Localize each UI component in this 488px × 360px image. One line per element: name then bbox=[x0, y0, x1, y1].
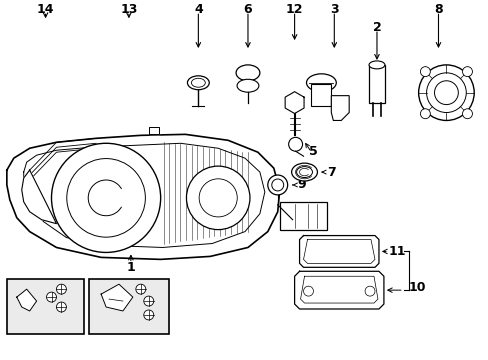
Text: 11: 11 bbox=[388, 245, 406, 258]
Ellipse shape bbox=[267, 175, 287, 195]
Circle shape bbox=[462, 67, 471, 77]
Bar bbox=[7, 279, 84, 334]
Ellipse shape bbox=[237, 79, 258, 92]
Polygon shape bbox=[331, 96, 348, 121]
Text: 7: 7 bbox=[326, 166, 335, 179]
Circle shape bbox=[67, 158, 145, 237]
Ellipse shape bbox=[191, 78, 205, 87]
Bar bbox=[279, 202, 326, 230]
Bar bbox=[311, 84, 331, 105]
Circle shape bbox=[143, 296, 153, 306]
Ellipse shape bbox=[291, 163, 317, 181]
Ellipse shape bbox=[271, 179, 283, 191]
Ellipse shape bbox=[236, 65, 259, 81]
Polygon shape bbox=[294, 271, 383, 309]
Ellipse shape bbox=[187, 76, 209, 90]
Circle shape bbox=[56, 302, 66, 312]
Text: 5: 5 bbox=[309, 145, 318, 158]
Text: 12: 12 bbox=[285, 3, 303, 16]
Text: 1: 1 bbox=[126, 261, 135, 274]
Ellipse shape bbox=[296, 167, 312, 177]
Text: 4: 4 bbox=[194, 3, 203, 16]
Circle shape bbox=[56, 284, 66, 294]
Circle shape bbox=[420, 109, 429, 119]
Circle shape bbox=[46, 292, 56, 302]
Circle shape bbox=[51, 143, 161, 252]
Bar bbox=[89, 279, 168, 334]
Text: 9: 9 bbox=[297, 179, 305, 192]
Circle shape bbox=[365, 286, 374, 296]
Circle shape bbox=[288, 137, 302, 151]
Polygon shape bbox=[101, 284, 133, 311]
Polygon shape bbox=[17, 289, 37, 311]
Polygon shape bbox=[285, 92, 304, 113]
Circle shape bbox=[303, 286, 313, 296]
Circle shape bbox=[434, 81, 457, 105]
Ellipse shape bbox=[368, 61, 384, 69]
Polygon shape bbox=[299, 235, 378, 267]
Text: 10: 10 bbox=[408, 281, 426, 294]
Circle shape bbox=[462, 109, 471, 119]
Text: 8: 8 bbox=[433, 3, 442, 16]
Circle shape bbox=[199, 179, 237, 217]
Circle shape bbox=[143, 310, 153, 320]
Polygon shape bbox=[7, 134, 279, 260]
Polygon shape bbox=[21, 170, 56, 224]
Text: 6: 6 bbox=[243, 3, 252, 16]
Polygon shape bbox=[148, 127, 158, 134]
Text: 13: 13 bbox=[120, 3, 137, 16]
Bar bbox=[368, 65, 384, 103]
Circle shape bbox=[136, 284, 145, 294]
Text: 3: 3 bbox=[329, 3, 338, 16]
Circle shape bbox=[186, 166, 249, 230]
Circle shape bbox=[418, 65, 473, 121]
Circle shape bbox=[426, 73, 466, 113]
Ellipse shape bbox=[306, 74, 336, 92]
Circle shape bbox=[420, 67, 429, 77]
Text: 14: 14 bbox=[37, 3, 54, 16]
Text: 2: 2 bbox=[372, 21, 381, 34]
